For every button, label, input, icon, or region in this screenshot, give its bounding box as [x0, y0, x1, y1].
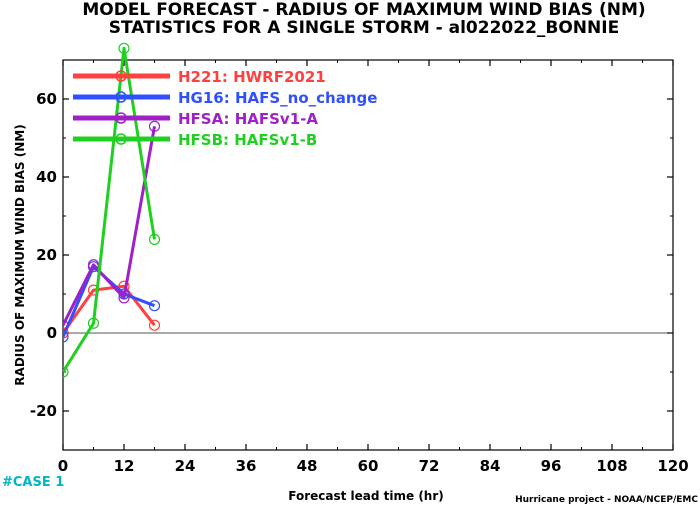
legend-marker — [115, 70, 127, 82]
legend-label: HFSB: HAFSv1-B — [178, 131, 317, 149]
x-tick-label: 36 — [236, 457, 257, 475]
legend-marker — [115, 91, 127, 103]
series-line-3 — [63, 46, 156, 373]
data-point — [148, 300, 161, 312]
case-label: #CASE 1 — [2, 475, 64, 490]
y-tick-label: 40 — [36, 168, 57, 186]
y-axis-ticks: -20 0 20 40 60 — [30, 59, 673, 451]
legend: H221: HWRF2021 HG16: HAFS_no_change HFSA: … — [73, 68, 377, 149]
legend-label: HFSA: HAFSv1-A — [178, 110, 318, 128]
data-point — [118, 42, 130, 54]
data-point — [118, 292, 130, 304]
data-point — [63, 331, 69, 343]
x-tick-label: 96 — [541, 457, 562, 475]
legend-marker — [115, 112, 127, 124]
x-tick-label: 0 — [58, 457, 68, 475]
data-point — [63, 366, 69, 378]
credit-text: Hurricane project - NOAA/NCEP/EMC — [515, 495, 698, 505]
data-point — [148, 319, 161, 331]
y-tick-label: 60 — [36, 90, 57, 108]
chart-title: MODEL FORECAST - RADIUS OF MAXIMUM WIND … — [82, 0, 645, 20]
x-tick-label: 60 — [358, 457, 379, 475]
data-point — [63, 327, 69, 339]
x-tick-label: 24 — [175, 457, 196, 475]
data-point — [87, 317, 100, 329]
x-tick-label: 48 — [297, 457, 318, 475]
series-line-2 — [63, 126, 156, 326]
data-point — [148, 233, 161, 245]
x-tick-label: 72 — [419, 457, 440, 475]
x-axis-ticks: 0 12 24 36 48 60 72 84 96 108 120 — [58, 60, 689, 475]
y-axis-label: RADIUS OF MAXIMUM WIND BIAS (NM) — [13, 124, 27, 385]
legend-label: H221: HWRF2021 — [178, 68, 326, 86]
legend-label: HG16: HAFS_no_change — [178, 89, 377, 107]
x-tick-label: 120 — [657, 457, 688, 475]
data-point — [63, 319, 69, 331]
x-tick-label: 84 — [480, 457, 501, 475]
y-tick-label: 0 — [47, 324, 57, 342]
series-line-0 — [63, 284, 156, 334]
y-tick-label: -20 — [30, 402, 57, 420]
x-tick-label: 12 — [114, 457, 135, 475]
y-tick-label: 20 — [36, 246, 57, 264]
data-point — [148, 120, 161, 132]
x-axis-label: Forecast lead time (hr) — [288, 489, 444, 503]
x-tick-label: 108 — [596, 457, 627, 475]
chart-subtitle: STATISTICS FOR A SINGLE STORM - al022022… — [109, 18, 619, 38]
series-line-1 — [63, 265, 156, 338]
legend-marker — [115, 133, 127, 145]
series-layer — [63, 42, 161, 378]
